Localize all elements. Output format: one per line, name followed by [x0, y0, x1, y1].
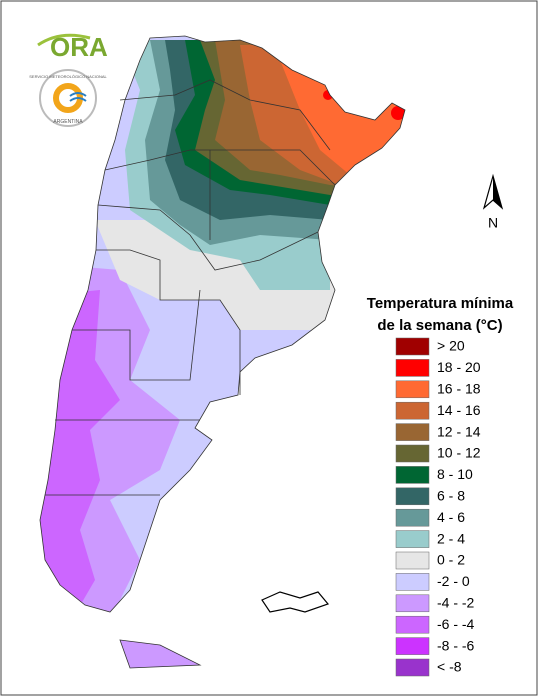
legend-swatch	[395, 615, 430, 634]
legend-label: -2 - 0	[437, 573, 470, 589]
province-borders	[39, 35, 406, 613]
legend-label: 0 - 2	[437, 552, 465, 568]
legend-label: 16 - 18	[437, 381, 481, 397]
seal-top: SERVICIO METEOROLÓGICO NACIONAL	[29, 74, 107, 79]
legend-label: 8 - 10	[437, 466, 473, 482]
legend-swatch	[395, 487, 430, 506]
legend-label: 6 - 8	[437, 488, 465, 504]
legend-swatch	[395, 380, 430, 399]
legend-swatch	[395, 508, 430, 527]
legend-label: > 20	[437, 338, 465, 354]
compass: N	[482, 173, 504, 231]
legend-label: 14 - 16	[437, 402, 481, 418]
islas-malvinas	[261, 591, 330, 613]
legend-label: 12 - 14	[437, 423, 481, 439]
legend-label: < -8	[437, 659, 462, 675]
legend-label: -6 - -4	[437, 616, 475, 632]
legend-swatch	[395, 573, 430, 591]
legend-swatch	[395, 551, 430, 570]
legend-swatch	[395, 337, 430, 356]
legend-label: 2 - 4	[437, 530, 465, 546]
legend-swatch	[395, 401, 430, 420]
legend-swatch	[395, 466, 430, 484]
logo-ora: ORA	[37, 32, 108, 62]
legend-swatch	[395, 423, 430, 441]
legend-swatch	[395, 444, 430, 463]
compass-label: N	[488, 215, 498, 231]
legend-title: Temperatura mínima	[367, 295, 514, 312]
legend-label: 4 - 6	[437, 509, 465, 525]
legend-label: -8 - -6	[437, 637, 475, 653]
legend-swatch	[395, 359, 430, 377]
tierra-del-fuego	[119, 639, 202, 669]
logo-text: ORA	[50, 32, 108, 62]
logo-smn: SERVICIO METEOROLÓGICO NACIONAL ARGENTIN…	[29, 69, 108, 127]
seal-bottom: ARGENTINA	[53, 119, 83, 125]
legend-swatch	[395, 658, 430, 677]
legend-swatch	[395, 530, 430, 548]
legend-label: 10 - 12	[437, 445, 481, 461]
legend-label: -4 - -2	[437, 595, 475, 611]
legend: > 20 18 - 20 16 - 18 14 - 16 12 - 14 10 - 12 8…	[395, 337, 481, 677]
legend-swatch	[395, 594, 430, 613]
legend-title: de la semana (°C)	[377, 317, 502, 334]
legend-swatch	[395, 637, 430, 655]
legend-label: 18 - 20	[437, 359, 481, 375]
